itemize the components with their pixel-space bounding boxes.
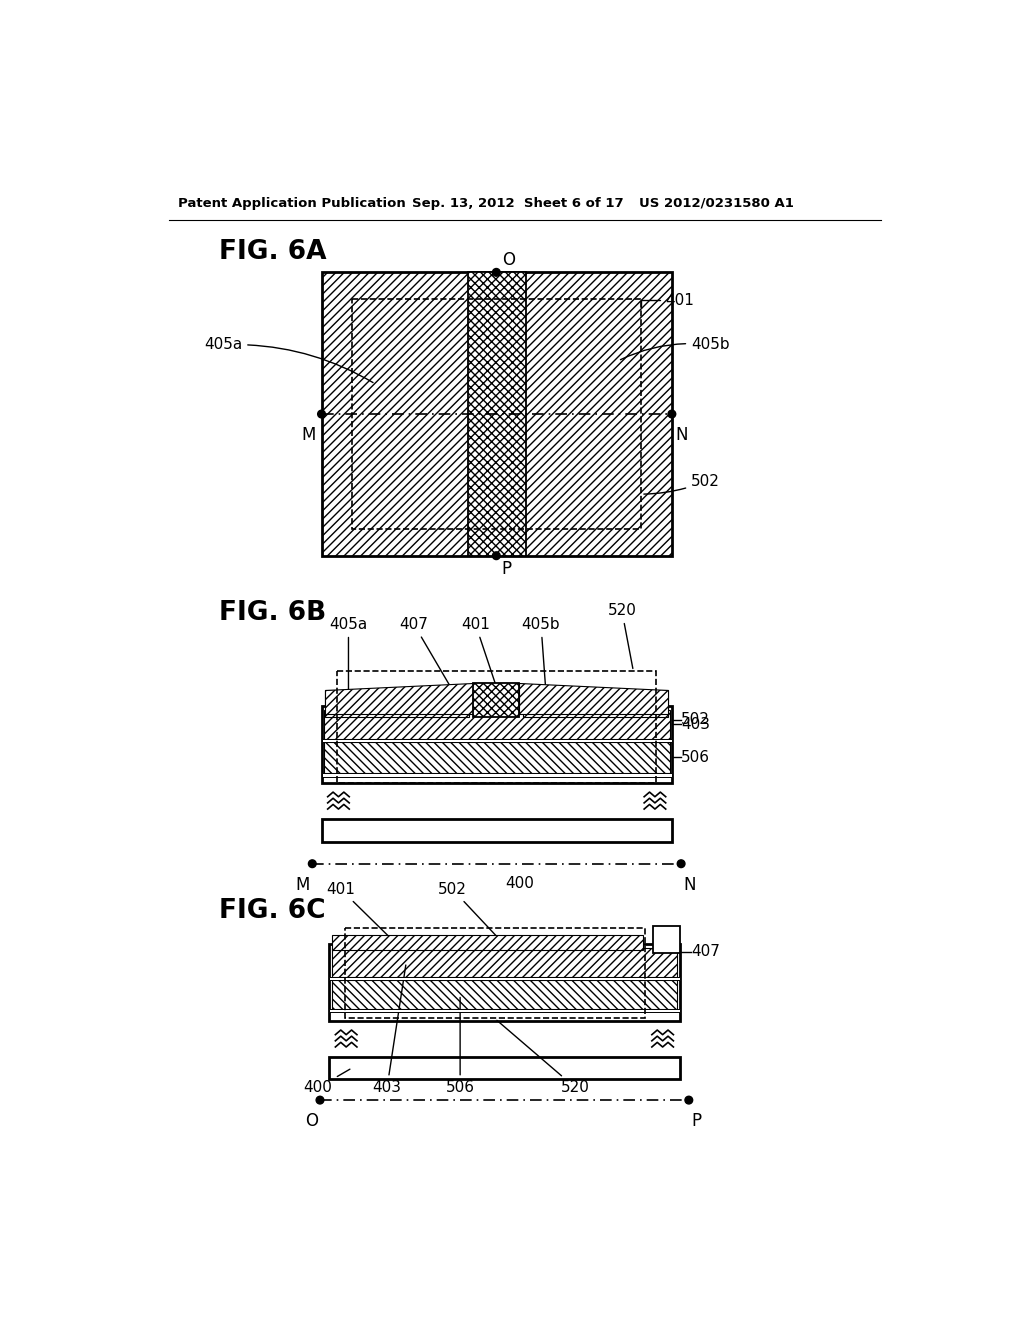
Bar [352, 300, 641, 529]
Bar [322, 739, 672, 742]
Text: 520: 520 [607, 603, 636, 668]
Bar [322, 774, 672, 776]
Text: M: M [301, 426, 315, 445]
Circle shape [677, 859, 685, 867]
Text: 405b: 405b [521, 616, 560, 696]
Polygon shape [519, 682, 668, 714]
Text: 502: 502 [644, 474, 720, 494]
Circle shape [668, 411, 676, 418]
Text: M: M [296, 876, 310, 894]
Bar [330, 1010, 680, 1012]
Bar [322, 272, 672, 556]
Bar [326, 690, 469, 718]
Bar [332, 935, 643, 950]
Text: 502: 502 [681, 713, 710, 727]
Bar [322, 706, 672, 783]
Text: 400: 400 [303, 1069, 350, 1096]
Circle shape [317, 411, 326, 418]
Text: FIG. 6C: FIG. 6C [219, 898, 326, 924]
Text: 506: 506 [681, 750, 710, 766]
Text: N: N [683, 876, 696, 894]
Text: O: O [305, 1113, 317, 1130]
Bar [322, 818, 672, 842]
Bar [473, 682, 519, 718]
Text: 405a: 405a [204, 338, 373, 383]
Circle shape [316, 1096, 324, 1104]
Bar [324, 742, 670, 774]
Text: 401: 401 [461, 616, 496, 684]
Bar [337, 671, 656, 783]
Bar [330, 1057, 680, 1078]
Text: US 2012/0231580 A1: US 2012/0231580 A1 [639, 197, 794, 210]
Text: FIG. 6A: FIG. 6A [219, 239, 327, 265]
Text: 403: 403 [681, 717, 710, 731]
Text: Sep. 13, 2012  Sheet 6 of 17: Sep. 13, 2012 Sheet 6 of 17 [412, 197, 624, 210]
Bar [345, 928, 645, 1019]
Bar [468, 272, 525, 556]
Text: 407: 407 [399, 616, 460, 704]
Text: 401: 401 [327, 882, 389, 936]
Circle shape [493, 268, 500, 276]
Bar [330, 944, 680, 1020]
Text: O: O [503, 251, 515, 269]
Bar [523, 690, 668, 718]
Text: P: P [691, 1113, 701, 1130]
Polygon shape [326, 682, 473, 714]
Text: 400: 400 [505, 876, 534, 891]
Text: 403: 403 [373, 965, 406, 1096]
Text: 407: 407 [691, 944, 720, 960]
Text: P: P [502, 560, 512, 578]
Bar [330, 977, 680, 979]
Bar [324, 710, 670, 739]
Text: FIG. 6B: FIG. 6B [219, 599, 327, 626]
Bar [332, 979, 677, 1010]
Circle shape [308, 859, 316, 867]
Text: 506: 506 [445, 998, 474, 1096]
Text: 520: 520 [497, 1020, 590, 1096]
Text: Patent Application Publication: Patent Application Publication [178, 197, 407, 210]
Text: 405b: 405b [621, 338, 730, 359]
Bar [652, 927, 680, 953]
Text: N: N [676, 426, 688, 445]
Text: 405a: 405a [330, 616, 368, 696]
Text: 401: 401 [641, 293, 694, 308]
Text: 502: 502 [438, 882, 497, 936]
Circle shape [685, 1096, 692, 1104]
Circle shape [493, 552, 500, 560]
Bar [332, 948, 677, 977]
